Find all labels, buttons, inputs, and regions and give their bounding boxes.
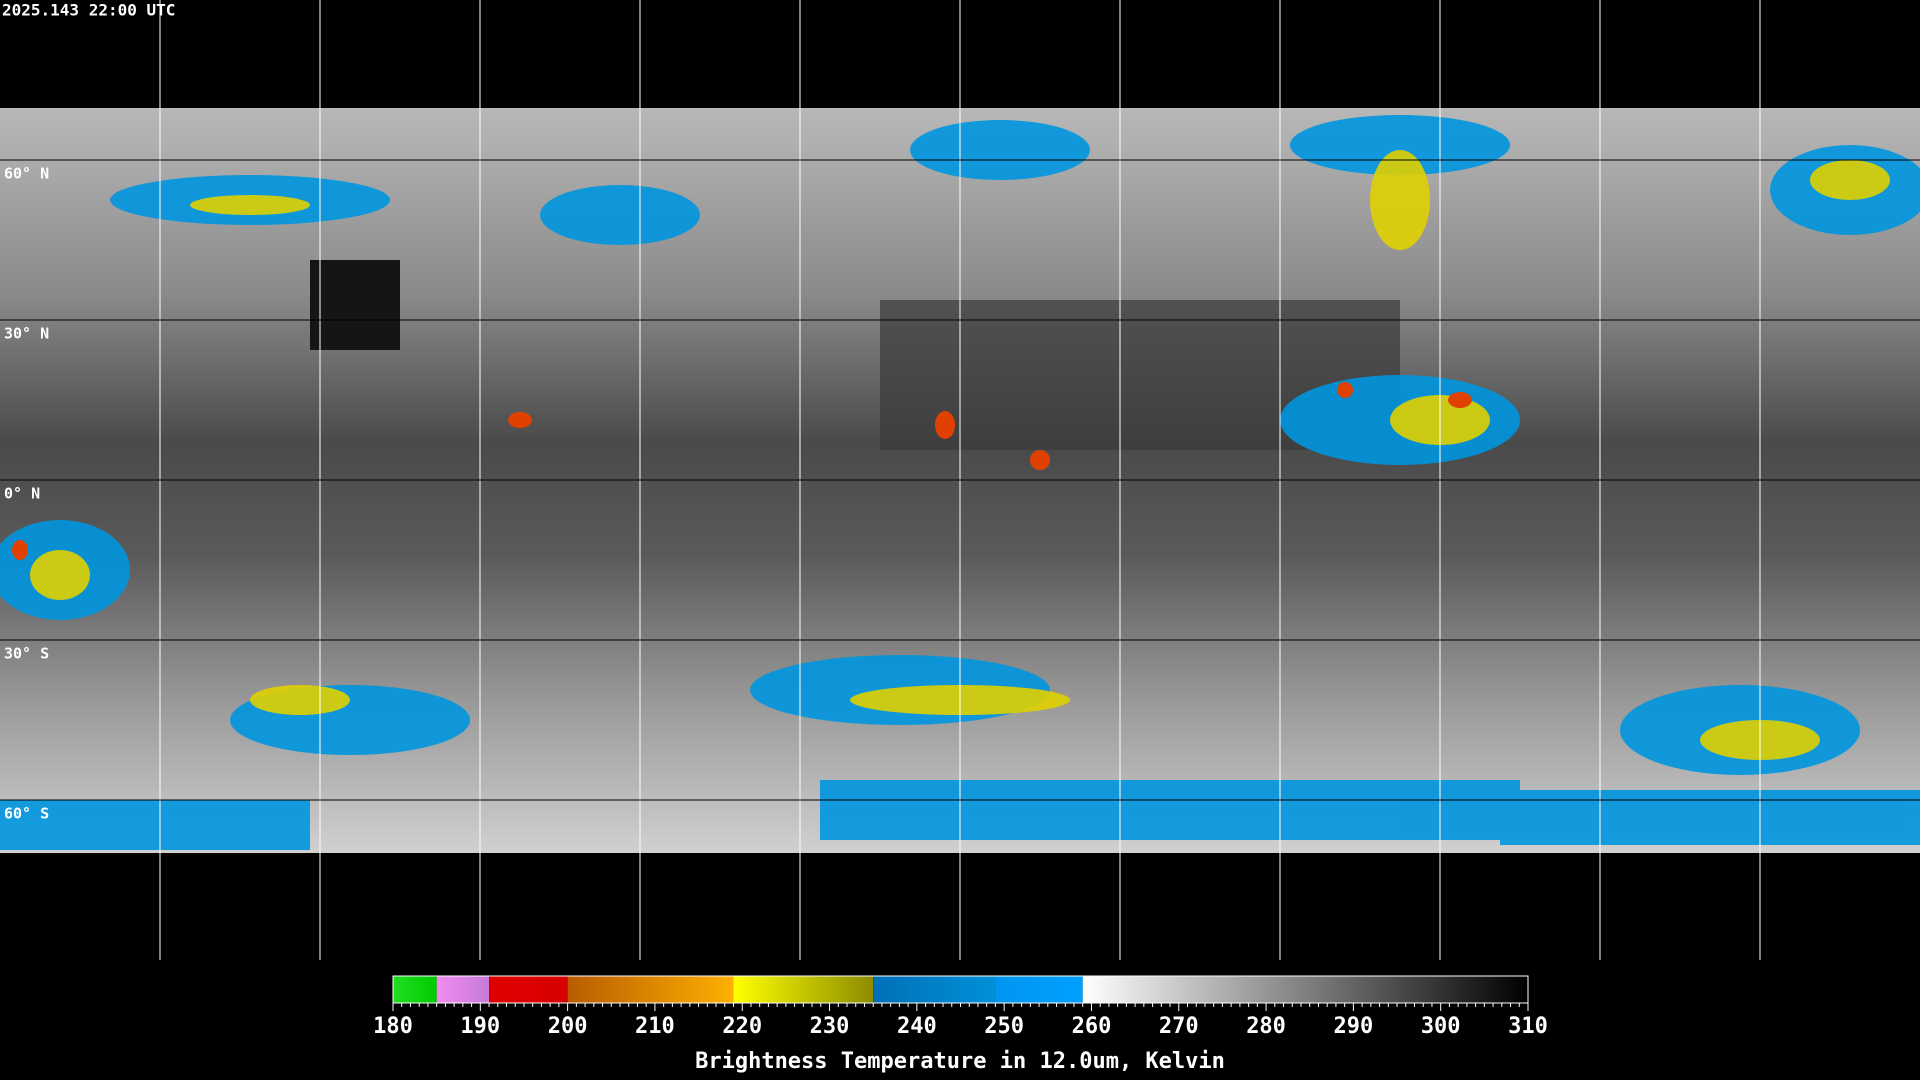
graticule [159,0,1761,960]
colorbar-tick-label: 250 [984,1014,1024,1039]
latitude-label: 60° S [4,805,49,823]
colorbar-segment [393,976,437,1003]
colorbar-tick-label: 300 [1421,1014,1461,1039]
timestamp: 2025.143 22:00 UTC [2,1,175,20]
colorbar-segment [567,976,734,1003]
colorbar-segment [489,976,568,1003]
colorbar-tick-label: 210 [635,1014,675,1039]
colorbar-tick-label: 220 [722,1014,762,1039]
colorbar-tick-label: 310 [1508,1014,1548,1039]
colorbar-segment [436,976,490,1003]
colorbar-segment [733,976,874,1003]
colorbar-tick-label: 190 [460,1014,500,1039]
colorbar-tick-label: 200 [548,1014,588,1039]
colorbar-tick-label: 270 [1159,1014,1199,1039]
latitude-label: 30° S [4,645,49,663]
latitude-label: 0° N [4,485,40,503]
colorbar-segment [1082,976,1528,1003]
colorbar-tick-label: 280 [1246,1014,1286,1039]
colorbar-tick-label: 290 [1334,1014,1374,1039]
colorbar-tick-label: 180 [373,1014,413,1039]
colorbar-segment [995,976,1083,1003]
colorbar-segment [873,976,996,1003]
colorbar-tick-label: 240 [897,1014,937,1039]
colorbar-tick-label: 260 [1072,1014,1112,1039]
latitude-label: 60° N [4,165,49,183]
colorbar-title: Brightness Temperature in 12.0um, Kelvin [695,1049,1225,1074]
colorbar-tick-label: 230 [810,1014,850,1039]
latitude-label: 30° N [4,325,49,343]
